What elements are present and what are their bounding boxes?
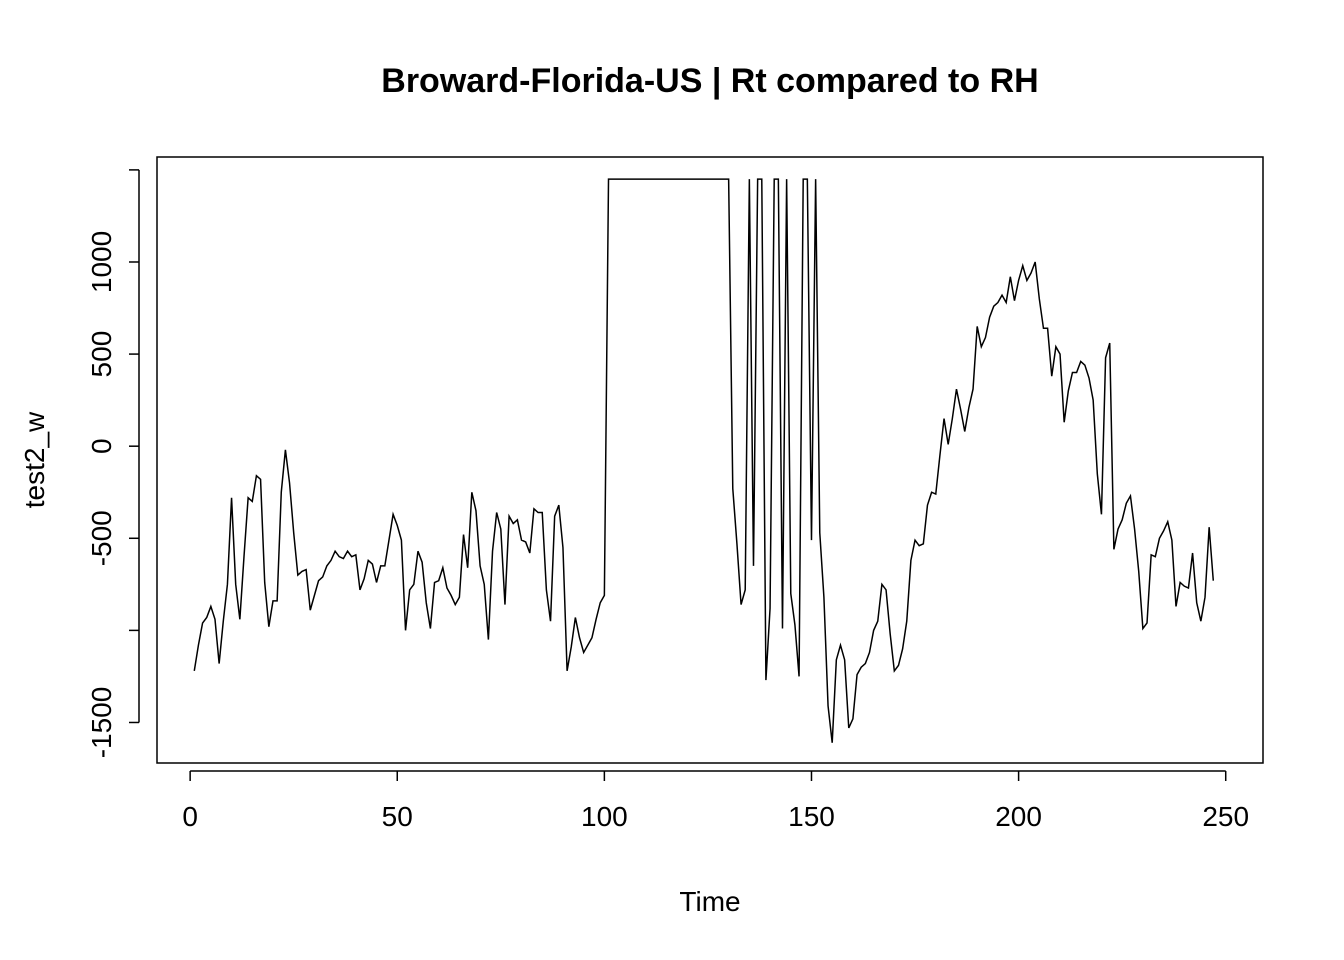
series-line <box>193 178 1215 743</box>
x-tick-label: 200 <box>995 801 1042 832</box>
x-axis: 0 50 100 150 200 250 <box>182 770 1249 832</box>
x-tick-label: 250 <box>1202 801 1249 832</box>
plot-area-border <box>156 156 1264 764</box>
chart-title: Broward-Florida-US | Rt compared to RH <box>381 62 1038 100</box>
y-tick-label: 1000 <box>86 231 117 293</box>
x-tick-label: 50 <box>382 801 413 832</box>
y-tick-label: 500 <box>86 331 117 378</box>
y-tick-label: -1500 <box>86 687 117 759</box>
y-axis-label: test2_w <box>19 411 50 508</box>
y-tick-label: 0 <box>86 438 117 454</box>
y-tick-label: -500 <box>86 510 117 566</box>
x-axis-label: Time <box>679 886 740 917</box>
series-layer <box>193 178 1215 743</box>
x-tick-label: 0 <box>182 801 198 832</box>
x-tick-label: 150 <box>788 801 835 832</box>
y-axis: -1500 -500 0 500 1000 <box>86 169 140 759</box>
x-tick-label: 100 <box>581 801 628 832</box>
